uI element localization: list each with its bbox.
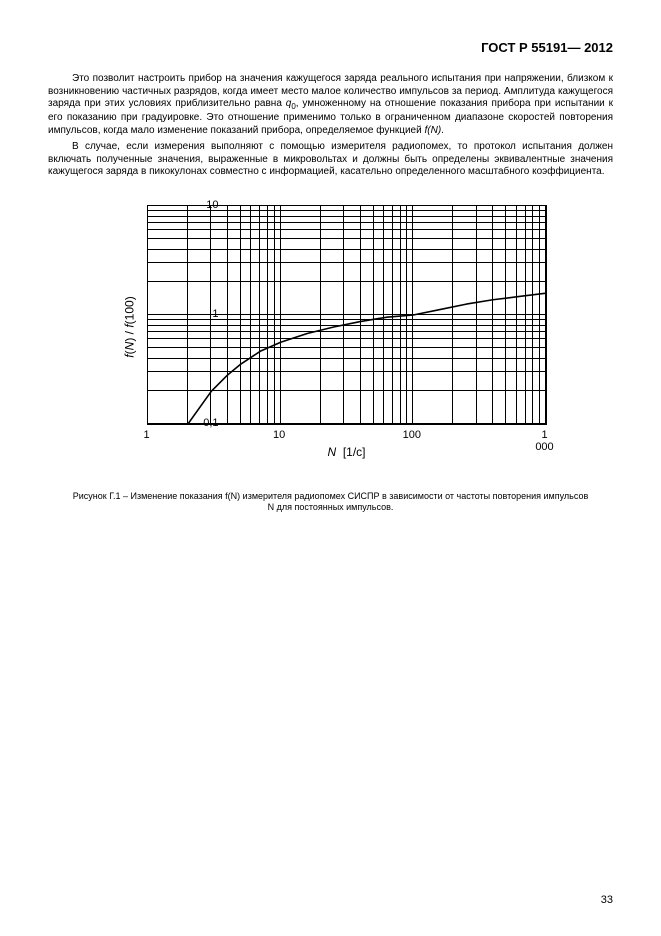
paragraph-1: Это позволит настроить прибор на значени…	[48, 73, 613, 137]
chart-container: f(N) / f(100) N [1/c] 1 10 100 1 000 0,1 1 10	[48, 197, 613, 457]
y-tick-label: 0,1	[179, 417, 219, 429]
x-tick-label: 100	[403, 429, 421, 441]
x-tick-label: 1	[143, 429, 149, 441]
x-axis-label: N [1/c]	[147, 445, 547, 459]
figure-caption: Рисунок Г.1 – Изменение показания f(N) и…	[71, 491, 591, 514]
x-tick-label: 10	[273, 429, 285, 441]
y-axis-label: f(N) / f(100)	[122, 296, 136, 357]
paragraph-2: В случае, если измерения выполняют с пом…	[48, 141, 613, 179]
chart: f(N) / f(100) N [1/c] 1 10 100 1 000 0,1 1 10	[91, 197, 571, 457]
page: ГОСТ Р 55191— 2012 Это позволит настроит…	[0, 0, 661, 936]
y-tick-label: 10	[179, 199, 219, 211]
y-tick-label: 1	[179, 308, 219, 320]
p1-fn: f(N)	[424, 125, 441, 136]
x-tick-label: 1 000	[532, 429, 558, 453]
page-number: 33	[601, 894, 613, 906]
figure-caption-wrap: Рисунок Г.1 – Изменение показания f(N) и…	[48, 491, 613, 516]
document-header: ГОСТ Р 55191— 2012	[48, 40, 613, 55]
p1-text-end: .	[441, 125, 444, 136]
